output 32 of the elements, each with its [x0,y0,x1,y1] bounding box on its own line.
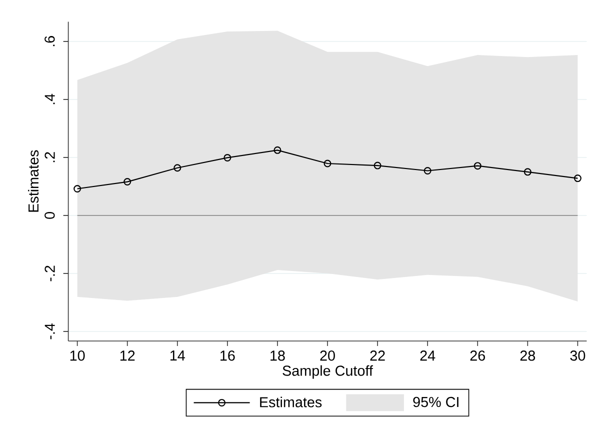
y-tick-label: -.4 [44,323,55,340]
x-axis-title: Sample Cutoff [282,365,373,379]
point [524,168,532,176]
x-tick-label: 14 [170,350,185,360]
x-tick-label: 18 [270,350,285,361]
point [324,160,332,168]
x-tick-label: 20 [320,350,335,361]
x-tick-label: 30 [570,350,586,361]
y-tick-label: -.2 [44,266,55,282]
point [474,162,482,170]
y-axis-title: Estimates [28,150,39,212]
x-tick-label: 12 [120,350,135,361]
legend-label: 95% CI [413,396,458,408]
point [174,164,182,172]
point [274,146,282,154]
y-tick-label: .2 [44,152,55,162]
point [574,174,582,182]
x-tick-label: 26 [470,350,485,361]
point [374,162,382,170]
point [424,167,432,175]
x-tick-label: 22 [370,350,385,361]
y-tick-label: 0 [44,212,55,219]
x-tick-label: 10 [70,350,85,361]
point [124,178,132,186]
y-tick-label: .4 [44,94,55,104]
x-tick-label: 28 [520,350,536,361]
x-tick-label: 24 [420,350,436,361]
point [74,184,82,192]
x-tick-label: 16 [220,350,235,361]
legend-label: Estimates [260,396,322,408]
y-tick-label: .6 [44,36,55,46]
point [224,154,232,162]
